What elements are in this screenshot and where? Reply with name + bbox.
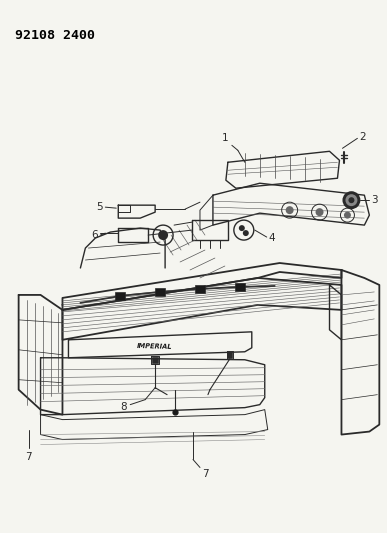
Text: 6: 6 (92, 230, 98, 240)
Circle shape (348, 197, 354, 203)
Text: 5: 5 (96, 202, 102, 212)
Text: 1: 1 (222, 133, 229, 143)
Circle shape (286, 206, 294, 214)
Polygon shape (115, 292, 125, 300)
Text: 2: 2 (360, 132, 366, 142)
Text: 92108 2400: 92108 2400 (15, 29, 95, 42)
Text: IMPERIAL: IMPERIAL (137, 343, 173, 350)
Circle shape (346, 194, 358, 206)
Text: 8: 8 (121, 402, 127, 411)
Text: 4: 4 (269, 233, 276, 243)
Circle shape (342, 191, 360, 209)
Circle shape (239, 225, 245, 231)
Circle shape (243, 230, 249, 236)
Circle shape (315, 208, 324, 216)
Polygon shape (155, 288, 165, 296)
Polygon shape (195, 285, 205, 293)
Circle shape (344, 212, 351, 219)
Text: 3: 3 (372, 195, 378, 205)
Polygon shape (235, 283, 245, 291)
Circle shape (158, 230, 168, 240)
Text: 7: 7 (202, 470, 209, 480)
Polygon shape (228, 352, 232, 358)
Polygon shape (152, 357, 158, 363)
Text: 7: 7 (25, 451, 32, 462)
